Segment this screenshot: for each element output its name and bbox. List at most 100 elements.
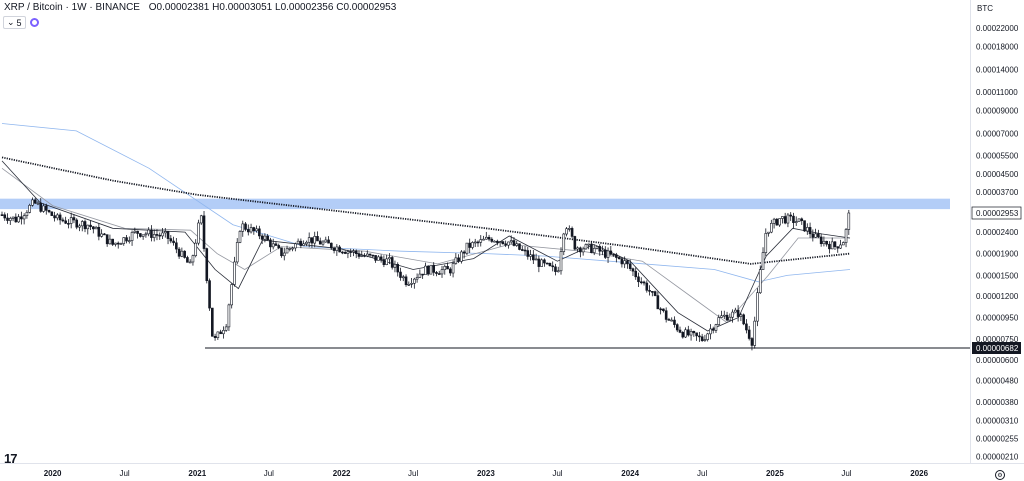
candle[interactable] — [352, 248, 355, 257]
candle[interactable] — [817, 229, 820, 239]
candle[interactable] — [44, 203, 48, 215]
candle[interactable] — [426, 265, 430, 276]
candle[interactable] — [155, 229, 159, 241]
candle[interactable] — [241, 220, 245, 237]
candle[interactable] — [518, 243, 521, 251]
candle[interactable] — [764, 228, 768, 257]
candle[interactable] — [316, 231, 319, 242]
candle[interactable] — [487, 234, 491, 242]
candle[interactable] — [573, 235, 577, 251]
candle[interactable] — [269, 237, 272, 253]
candle[interactable] — [53, 211, 56, 222]
price-axis[interactable]: 0.00022000 0.00018000 0.00014000 0.00011000… — [971, 24, 1022, 462]
candle[interactable] — [432, 262, 436, 276]
candle[interactable] — [130, 230, 134, 246]
candle[interactable] — [579, 246, 582, 258]
candle[interactable] — [653, 290, 657, 297]
candle[interactable] — [758, 265, 762, 295]
candle[interactable] — [302, 240, 305, 247]
candle[interactable] — [836, 246, 840, 253]
candle[interactable] — [822, 236, 826, 247]
candle[interactable] — [722, 310, 726, 320]
candle[interactable] — [830, 237, 834, 250]
candle[interactable] — [407, 281, 411, 287]
candle[interactable] — [659, 307, 662, 315]
candle[interactable] — [745, 319, 748, 334]
candle[interactable] — [343, 250, 347, 255]
candle[interactable] — [224, 323, 228, 332]
candle[interactable] — [568, 225, 571, 232]
candle[interactable] — [390, 255, 394, 270]
candle[interactable] — [844, 227, 848, 248]
candle[interactable] — [122, 237, 126, 246]
candle[interactable] — [479, 235, 483, 247]
indicator-toggle[interactable]: ⌄ 5 — [3, 16, 26, 29]
candle[interactable] — [332, 246, 336, 254]
candle[interactable] — [554, 263, 557, 276]
candle[interactable] — [197, 219, 200, 246]
candle[interactable] — [125, 235, 128, 244]
candle[interactable] — [534, 253, 538, 261]
candle[interactable] — [194, 239, 198, 258]
candle[interactable] — [803, 220, 806, 232]
candle[interactable] — [839, 239, 842, 249]
candle[interactable] — [401, 274, 405, 282]
candle[interactable] — [440, 265, 444, 278]
candle[interactable] — [377, 255, 380, 261]
candle[interactable] — [230, 283, 233, 309]
candle[interactable] — [772, 217, 776, 229]
candle[interactable] — [354, 249, 358, 259]
candle[interactable] — [89, 220, 92, 231]
candle[interactable] — [515, 240, 519, 247]
candle[interactable] — [213, 333, 217, 341]
candle[interactable] — [786, 212, 790, 228]
candle[interactable] — [792, 212, 795, 229]
candle[interactable] — [271, 238, 275, 250]
candle[interactable] — [418, 269, 422, 278]
candle[interactable] — [9, 216, 12, 225]
candle[interactable] — [235, 238, 239, 265]
candle[interactable] — [847, 209, 851, 235]
candle[interactable] — [673, 316, 676, 328]
candle[interactable] — [233, 256, 236, 287]
candle[interactable] — [509, 235, 513, 245]
currency-label[interactable]: BTC — [977, 4, 993, 13]
candle[interactable] — [767, 231, 770, 237]
candle[interactable] — [166, 231, 170, 245]
candle[interactable] — [17, 214, 20, 223]
candle[interactable] — [446, 262, 449, 270]
candle[interactable] — [404, 274, 408, 287]
candle[interactable] — [828, 241, 831, 254]
candle[interactable] — [482, 235, 485, 241]
candle[interactable] — [188, 259, 192, 264]
candle[interactable] — [413, 277, 416, 289]
candle[interactable] — [781, 216, 784, 224]
candle[interactable] — [493, 240, 496, 243]
candle[interactable] — [14, 213, 18, 223]
candle[interactable] — [720, 310, 723, 318]
candle[interactable] — [639, 277, 643, 285]
candle[interactable] — [709, 324, 712, 340]
candle[interactable] — [72, 214, 76, 224]
candle[interactable] — [714, 323, 718, 334]
candle[interactable] — [280, 247, 283, 258]
candle[interactable] — [496, 239, 499, 246]
candle[interactable] — [183, 250, 186, 259]
candle[interactable] — [349, 248, 352, 258]
candle[interactable] — [731, 309, 734, 323]
candle[interactable] — [119, 242, 123, 245]
candle[interactable] — [396, 262, 400, 277]
candle[interactable] — [421, 273, 424, 279]
candle[interactable] — [92, 226, 95, 234]
candle[interactable] — [172, 236, 175, 246]
candle[interactable] — [152, 229, 156, 242]
candle[interactable] — [770, 219, 773, 234]
candle[interactable] — [379, 254, 383, 263]
candle[interactable] — [33, 198, 37, 205]
candle[interactable] — [753, 316, 757, 349]
candle[interactable] — [105, 234, 109, 247]
candle[interactable] — [825, 240, 828, 247]
candle[interactable] — [761, 247, 765, 270]
candle[interactable] — [258, 225, 261, 240]
candle[interactable] — [540, 258, 543, 267]
